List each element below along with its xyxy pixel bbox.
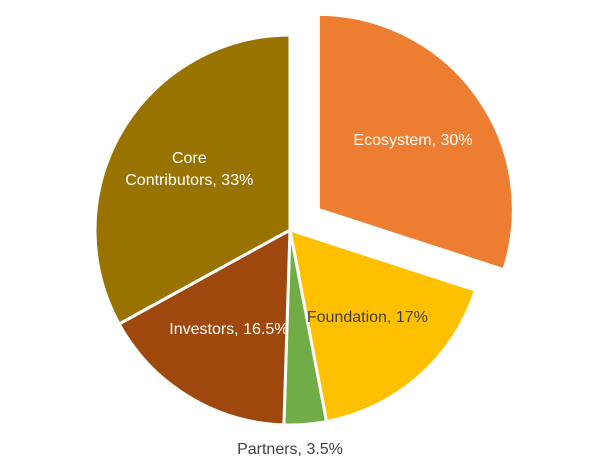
data-label: Investors, 16.5% xyxy=(169,320,289,338)
pie-slice xyxy=(93,33,292,326)
pie-slice xyxy=(316,12,515,272)
pie-slice xyxy=(117,227,292,427)
data-label: Ecosystem, 30% xyxy=(353,131,473,149)
data-label: Foundation, 17% xyxy=(306,308,428,326)
pie-slice xyxy=(288,227,478,424)
data-label: Partners, 3.5% xyxy=(237,441,343,458)
data-label: Core Contributors, 33% xyxy=(125,150,254,190)
